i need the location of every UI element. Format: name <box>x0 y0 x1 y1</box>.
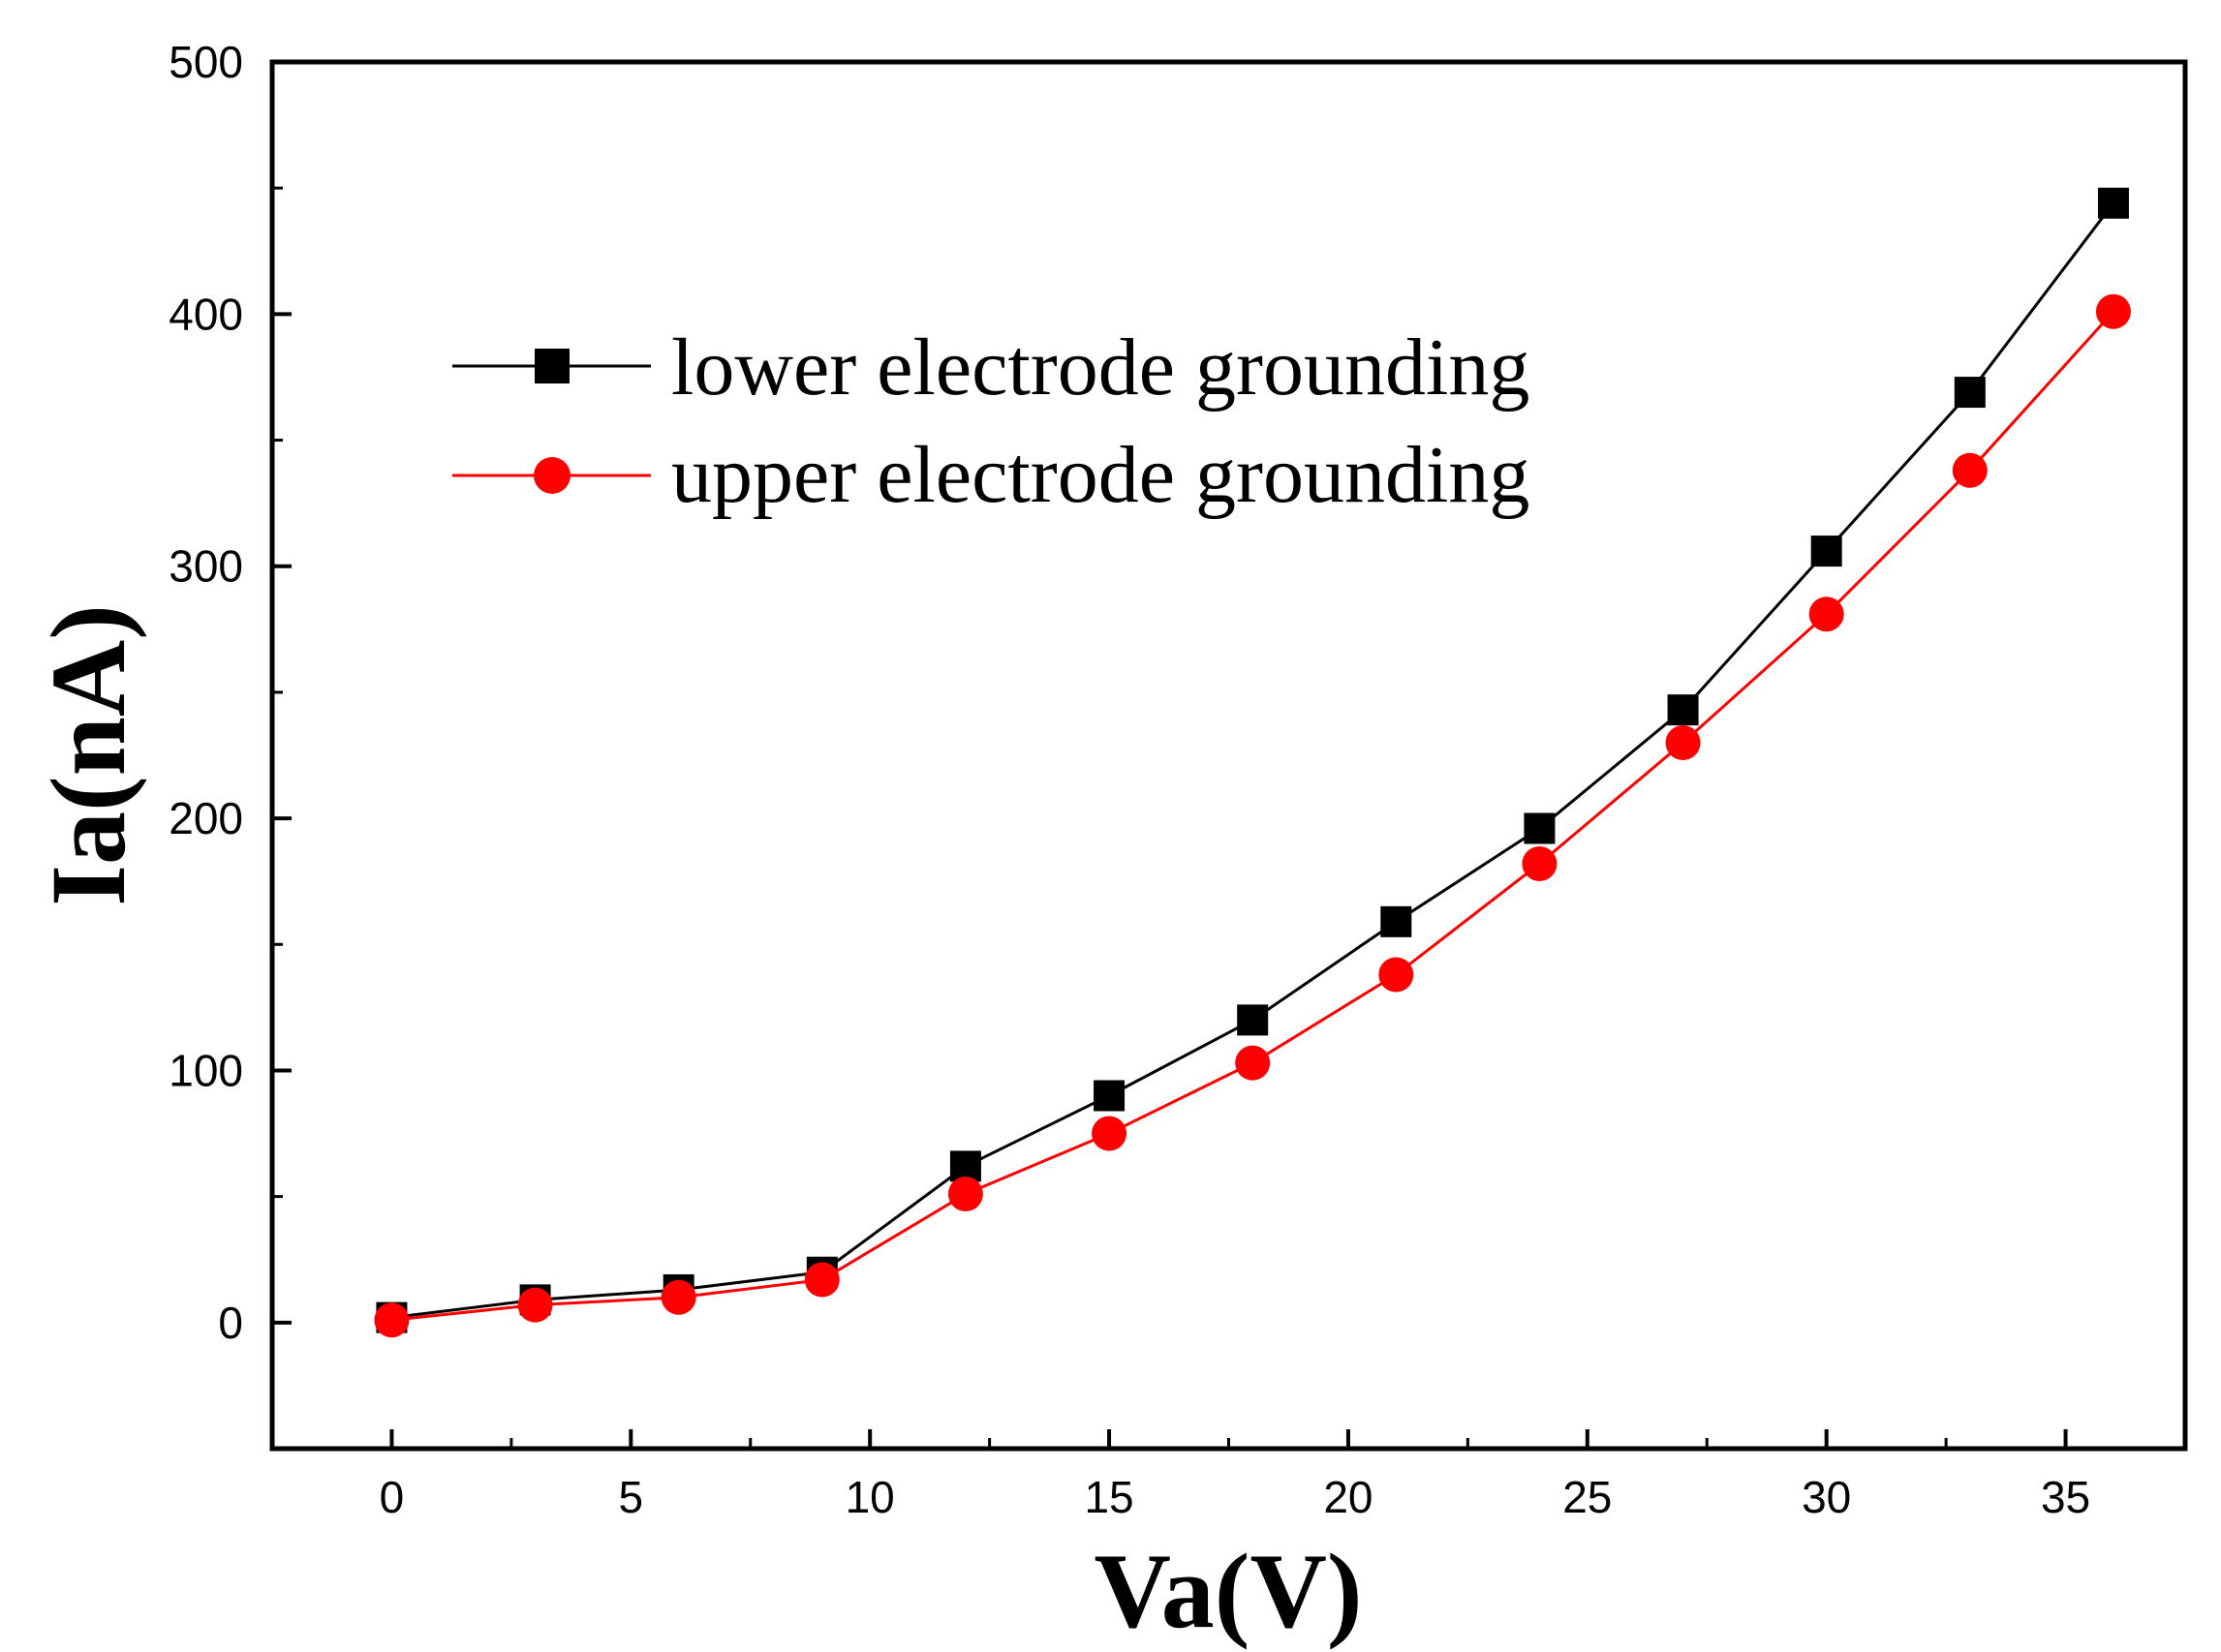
data-point-circle <box>2095 293 2131 329</box>
y-tick-label: 200 <box>169 793 243 843</box>
data-point-square <box>1524 812 1556 844</box>
plot-frame <box>269 59 2188 1452</box>
x-tick-label: 10 <box>846 1472 895 1522</box>
data-point-square <box>1094 1080 1126 1112</box>
x-tick-label: 15 <box>1084 1472 1133 1522</box>
data-point-circle <box>1522 845 1558 881</box>
legend-label-upper: upper electrode grounding <box>671 430 1529 520</box>
axis-tick-labels: 0 5 10 15 20 25 30 35 0 100 200 300 400 500 <box>169 37 2090 1522</box>
series-upper-electrode-grounding <box>374 293 2131 1338</box>
legend-label-lower: lower electrode grounding <box>671 322 1529 413</box>
y-tick-label: 500 <box>169 37 243 87</box>
x-tick-label: 0 <box>380 1472 405 1522</box>
x-tick-label: 5 <box>619 1472 644 1522</box>
x-tick-label: 25 <box>1562 1472 1612 1522</box>
data-point-square <box>1954 377 1986 409</box>
legend-marker-upper <box>534 457 571 494</box>
data-point-square <box>1810 535 1842 567</box>
y-axis-title: Ia(nA) <box>29 604 147 906</box>
data-point-circle <box>804 1262 840 1298</box>
data-point-square <box>1380 905 1412 937</box>
data-point-square <box>1237 1004 1269 1036</box>
axis-ticks <box>272 60 2068 1449</box>
data-point-circle <box>947 1177 983 1212</box>
x-axis-title: Va(V) <box>1094 1532 1362 1650</box>
data-point-circle <box>1235 1045 1271 1081</box>
data-point-circle <box>1092 1116 1127 1151</box>
x-tick-label: 20 <box>1323 1472 1373 1522</box>
data-point-circle <box>661 1279 696 1315</box>
data-point-square <box>2097 187 2129 219</box>
legend-marker-lower <box>535 349 570 383</box>
y-tick-label: 400 <box>169 289 243 339</box>
y-tick-label: 0 <box>218 1298 243 1348</box>
y-tick-label: 100 <box>169 1045 243 1095</box>
data-point-circle <box>1808 597 1844 632</box>
data-point-square <box>1667 694 1699 726</box>
data-point-circle <box>1952 452 1988 488</box>
legend: lower electrode grounding upper electrod… <box>452 322 1529 520</box>
y-tick-label: 300 <box>169 541 243 592</box>
data-point-circle <box>1665 724 1701 760</box>
x-tick-label: 30 <box>1802 1472 1851 1522</box>
data-point-circle <box>374 1302 410 1338</box>
x-tick-label: 35 <box>2041 1472 2090 1522</box>
series-layer <box>374 187 2131 1338</box>
data-point-circle <box>517 1287 553 1323</box>
data-point-circle <box>1378 957 1414 993</box>
